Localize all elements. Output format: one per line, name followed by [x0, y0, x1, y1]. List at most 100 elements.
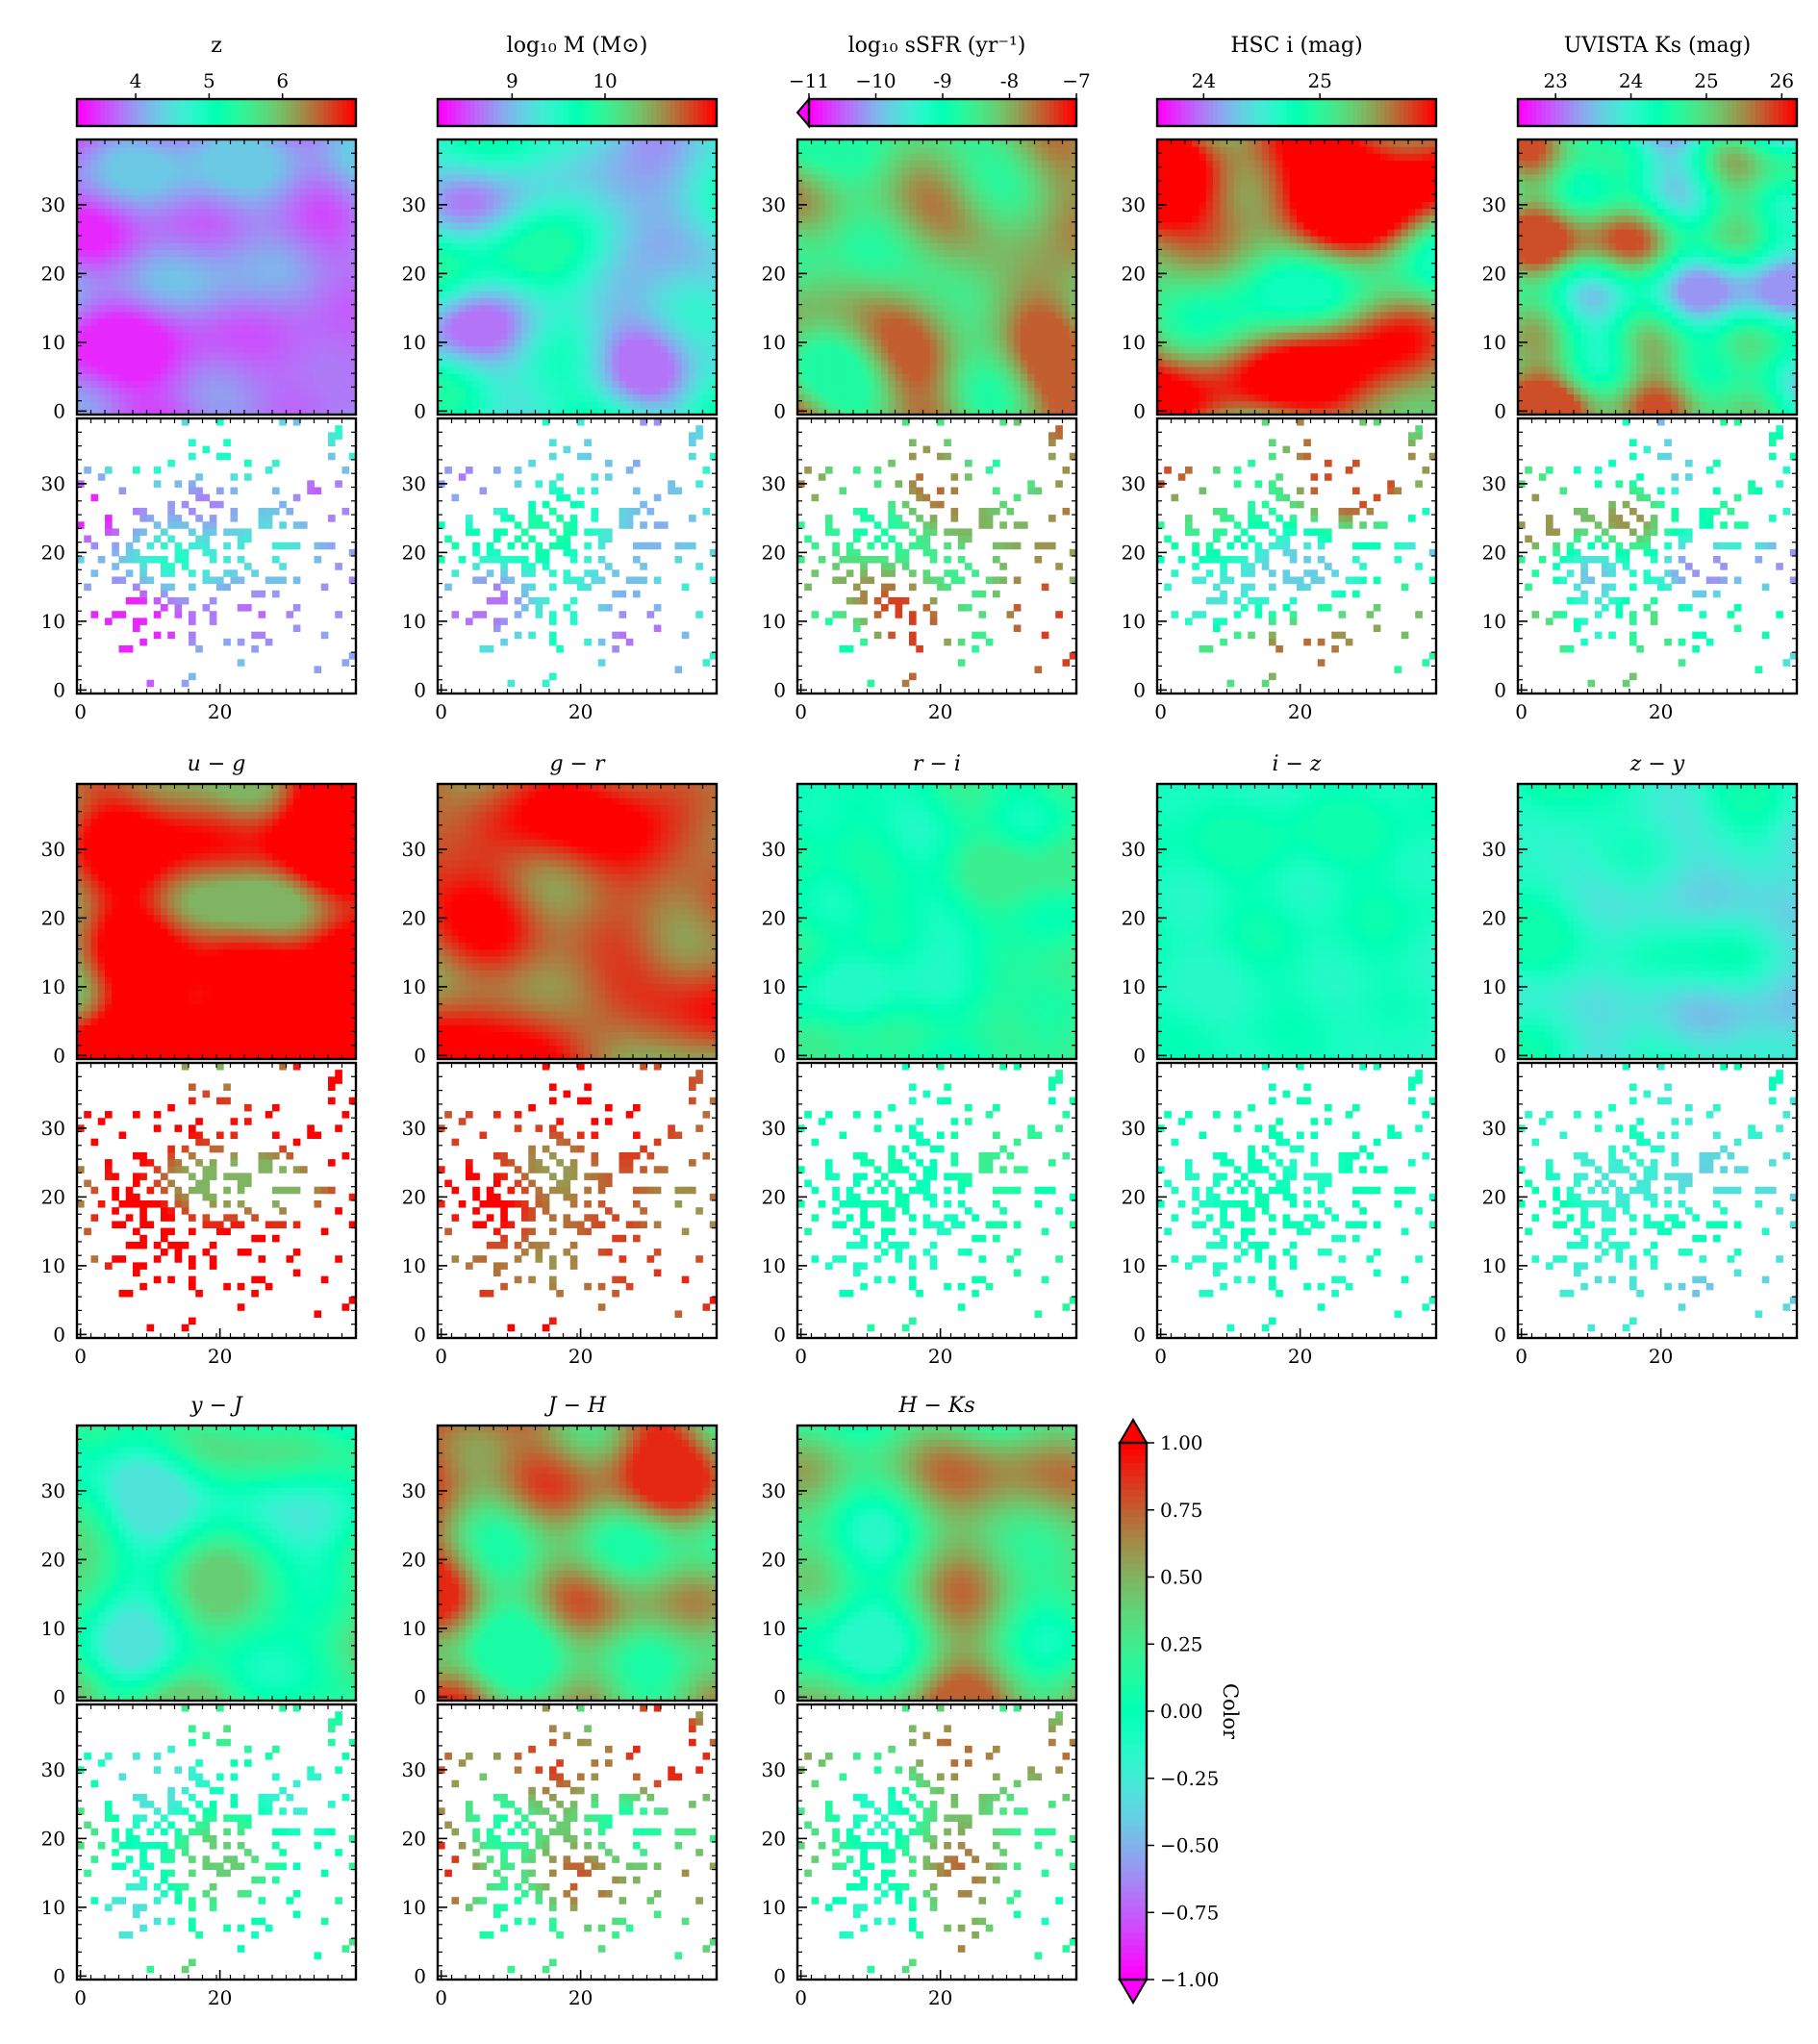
pixel: [681, 380, 690, 388]
pixel: [195, 160, 204, 168]
pixel: [569, 146, 578, 154]
sparse-pixel: [549, 452, 557, 461]
pixel: [77, 277, 85, 285]
pixel: [689, 242, 696, 250]
pixel: [695, 277, 704, 285]
pixel: [97, 173, 106, 182]
pixel: [279, 393, 288, 402]
pixel: [825, 166, 833, 175]
pixel: [674, 269, 683, 278]
pixel: [612, 201, 620, 210]
pixel: [846, 236, 854, 243]
pixel: [563, 214, 571, 223]
pixel: [77, 345, 85, 354]
colorbar-segment: [544, 99, 550, 126]
pixel: [922, 297, 931, 306]
pixel: [640, 180, 648, 189]
pixel: [521, 236, 529, 243]
pixel: [972, 180, 980, 189]
pixel: [438, 214, 445, 223]
pixel: [797, 139, 805, 147]
pixel: [77, 160, 85, 168]
pixel: [216, 173, 224, 182]
sparse-pixel: [167, 631, 175, 640]
colorbar-segment: [642, 99, 648, 126]
pixel: [972, 332, 980, 340]
pixel: [839, 325, 847, 333]
pixel: [901, 352, 910, 361]
pixel: [307, 256, 316, 265]
pixel: [458, 352, 467, 361]
pixel: [804, 236, 813, 243]
pixel: [584, 221, 593, 230]
sparse-pixel: [640, 576, 647, 584]
pixel: [668, 139, 676, 147]
sparse-pixel: [133, 556, 140, 564]
pixel: [591, 304, 599, 313]
pixel: [521, 284, 529, 291]
pixel: [867, 139, 875, 147]
sparse-pixel: [458, 556, 467, 564]
pixel: [909, 407, 917, 416]
pixel: [272, 242, 280, 250]
pixel: [493, 400, 501, 409]
sparse-pixel: [209, 500, 217, 509]
pixel: [563, 373, 571, 381]
sparse-pixel: [486, 569, 494, 577]
pixel: [97, 228, 106, 237]
pixel: [300, 304, 308, 313]
pixel: [832, 277, 841, 285]
pixel: [328, 173, 336, 182]
pixel: [584, 160, 593, 168]
pixel: [944, 221, 952, 230]
pixel: [97, 352, 106, 361]
pixel: [472, 387, 481, 395]
pixel: [195, 311, 204, 319]
pixel: [839, 407, 847, 416]
pixel: [202, 400, 211, 409]
pixel: [846, 304, 854, 313]
pixel: [223, 359, 232, 367]
pixel: [860, 256, 869, 265]
pixel: [597, 297, 606, 306]
y-tick-label: 10: [41, 610, 65, 633]
pixel: [146, 208, 155, 216]
sparse-pixel: [328, 439, 336, 446]
pixel: [929, 400, 938, 409]
pixel: [77, 400, 85, 409]
pixel: [633, 201, 641, 210]
pixel: [223, 208, 232, 216]
pixel: [77, 139, 85, 147]
pixel: [181, 345, 189, 354]
pixel: [846, 407, 854, 416]
colorbar-segment: [161, 99, 166, 126]
pixel: [888, 188, 896, 195]
pixel: [320, 387, 329, 395]
pixel: [950, 180, 959, 189]
pixel: [702, 373, 711, 381]
pixel: [167, 332, 176, 340]
pixel: [486, 153, 494, 162]
pixel: [563, 256, 571, 265]
pixel: [695, 160, 704, 168]
pixel: [674, 180, 683, 189]
pixel: [320, 380, 329, 388]
pixel: [681, 228, 690, 237]
pixel: [709, 188, 718, 195]
pixel: [681, 297, 690, 306]
pixel: [272, 194, 280, 202]
pixel: [451, 366, 460, 374]
pixel: [314, 263, 322, 271]
sparse-pixel: [569, 576, 578, 584]
pixel: [625, 194, 634, 202]
pixel: [653, 290, 662, 299]
pixel: [77, 153, 85, 162]
sparse-pixel: [195, 487, 203, 495]
pixel: [681, 208, 690, 216]
pixel: [818, 304, 826, 313]
sparse-pixel: [689, 432, 696, 440]
pixel: [619, 263, 627, 271]
pixel: [709, 290, 718, 299]
pixel: [653, 153, 662, 162]
pixel: [444, 339, 453, 347]
